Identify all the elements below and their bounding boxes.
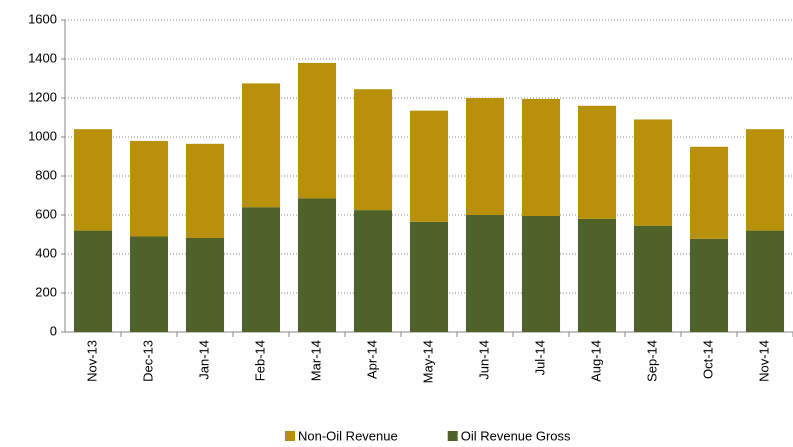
- legend-label: Non-Oil Revenue: [298, 428, 398, 443]
- x-tick-label: Dec-13: [140, 340, 155, 382]
- bar-segment: [353, 89, 393, 211]
- x-tick-label: Apr-14: [364, 340, 379, 379]
- x-tick-label: May-14: [420, 340, 435, 383]
- bar-segment: [185, 143, 225, 239]
- bar-segment: [241, 83, 281, 208]
- bar-segment: [241, 207, 281, 332]
- bar-segment: [577, 218, 617, 332]
- bar-segment: [129, 236, 169, 332]
- bar-segment: [745, 129, 785, 231]
- bar-segment: [409, 221, 449, 332]
- y-tick-label: 1600: [28, 11, 57, 26]
- x-tick-label: Mar-14: [308, 340, 323, 381]
- y-tick-label: 0: [50, 323, 57, 338]
- legend-label: Oil Revenue Gross: [461, 428, 571, 443]
- x-tick-label: Aug-14: [588, 340, 603, 382]
- x-tick-label: Nov-13: [84, 340, 99, 382]
- bar-segment: [633, 119, 673, 226]
- bar-segment: [633, 225, 673, 332]
- bar-segment: [465, 215, 505, 332]
- y-tick-label: 600: [35, 206, 57, 221]
- bar-segment: [521, 215, 561, 332]
- x-tick-label: Sep-14: [644, 340, 659, 382]
- bar-segment: [689, 238, 729, 332]
- x-tick-label: Jul-14: [532, 340, 547, 375]
- y-tick-label: 1200: [28, 89, 57, 104]
- bar-segment: [297, 62, 337, 199]
- bar-segment: [73, 129, 113, 231]
- bar-segment: [465, 98, 505, 215]
- bar-segment: [745, 230, 785, 332]
- y-tick-label: 1000: [28, 128, 57, 143]
- y-tick-label: 400: [35, 245, 57, 260]
- legend-swatch: [447, 431, 458, 441]
- x-tick-label: Oct-14: [700, 340, 715, 379]
- x-tick-label: Jan-14: [196, 340, 211, 380]
- bar-segment: [297, 198, 337, 332]
- bar-segment: [689, 146, 729, 239]
- bar-segment: [185, 238, 225, 332]
- bar-segment: [409, 110, 449, 222]
- x-tick-label: Jun-14: [476, 340, 491, 380]
- bar-segment: [577, 105, 617, 219]
- y-tick-label: 800: [35, 167, 57, 182]
- y-tick-label: 200: [35, 284, 57, 299]
- x-tick-label: Nov-14: [756, 340, 771, 382]
- bar-segment: [353, 210, 393, 332]
- bar-segment: [129, 140, 169, 237]
- bar-segment: [521, 98, 561, 216]
- bar-segment: [73, 230, 113, 332]
- x-tick-label: Feb-14: [252, 340, 267, 381]
- legend-swatch: [285, 431, 295, 441]
- y-tick-label: 1400: [28, 50, 57, 65]
